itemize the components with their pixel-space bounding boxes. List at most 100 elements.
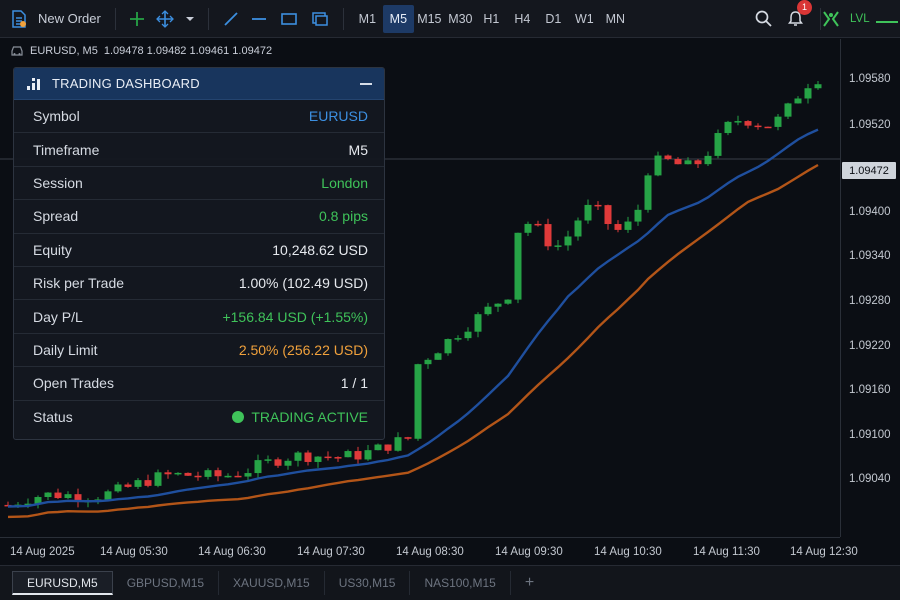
timeframe-button[interactable]: M1 (358, 11, 377, 26)
bear-candle (164, 472, 172, 475)
timeframe-button[interactable]: M15 (417, 11, 442, 26)
bull-candle (154, 472, 162, 486)
timeframe-button[interactable]: D1 (545, 11, 562, 26)
account-button[interactable]: LVL (822, 5, 898, 33)
timeframe-button[interactable]: MN (605, 11, 626, 26)
crosshair-add-icon[interactable] (124, 5, 150, 33)
bull-candle (514, 232, 522, 300)
bear-candle (144, 480, 152, 486)
chart-tab[interactable]: NAS100,M15 (410, 571, 511, 595)
minimize-icon[interactable] (360, 82, 372, 85)
chart-tab[interactable]: GBPUSD,M15 (113, 571, 220, 595)
status-value: TRADING ACTIVE (232, 409, 368, 425)
bull-candle (134, 480, 142, 487)
bull-candle (714, 133, 722, 156)
price-label: 1.09520 (849, 119, 891, 131)
panel-row-risk: Risk per Trade 1.00% (102.49 USD) (14, 267, 384, 301)
bear-candle (194, 475, 202, 478)
timeframe-button[interactable]: H4 (514, 11, 531, 26)
time-label: 14 Aug 05:30 (100, 546, 168, 558)
bull-candle (474, 314, 482, 332)
row-label: Day P/L (33, 308, 83, 325)
bar-chart-icon (27, 77, 40, 90)
rectangle-icon[interactable] (273, 5, 305, 33)
trading-dashboard-panel: TRADING DASHBOARD Symbol EURUSD Timefram… (13, 67, 385, 440)
price-label: 1.09400 (849, 206, 891, 218)
bull-candle (24, 503, 32, 506)
bear-candle (304, 452, 312, 462)
notifications-button[interactable]: 1 (784, 0, 812, 33)
row-label: Timeframe (33, 141, 100, 158)
panel-row-symbol: Symbol EURUSD (14, 100, 384, 134)
account-level-bar (875, 20, 898, 23)
timeframe-button[interactable]: W1 (574, 11, 594, 26)
row-label: Open Trades (33, 375, 114, 392)
bear-candle (694, 160, 702, 165)
chevron-down-icon[interactable] (180, 5, 200, 33)
timeframe-button[interactable]: M30 (448, 11, 473, 26)
bear-candle (404, 437, 412, 439)
time-label: 14 Aug 2025 (10, 546, 75, 558)
bear-candle (764, 126, 772, 129)
row-value: 1.00% (102.49 USD) (238, 275, 368, 292)
trendline-icon[interactable] (217, 5, 245, 33)
bull-candle (464, 331, 472, 339)
price-label: 1.09220 (849, 340, 891, 352)
panel-row-day-pl: Day P/L +156.84 USD (+1.55%) (14, 300, 384, 334)
horizontal-line-icon[interactable] (245, 5, 273, 33)
bull-candle (64, 494, 72, 499)
bull-candle (104, 491, 112, 500)
price-chart[interactable] (0, 39, 900, 565)
bull-candle (484, 306, 492, 315)
panel-header[interactable]: TRADING DASHBOARD (14, 68, 384, 100)
bull-candle (414, 364, 422, 439)
current-price-label: 1.09472 (842, 162, 896, 179)
bull-candle (254, 460, 262, 474)
bear-candle (124, 484, 132, 487)
bear-candle (754, 125, 762, 128)
timeframe-button[interactable]: H1 (483, 11, 500, 26)
bull-candle (794, 98, 802, 104)
price-label: 1.09100 (849, 429, 891, 441)
row-value: 1 / 1 (340, 375, 368, 392)
chart-tab-active[interactable]: EURUSD,M5 (12, 571, 113, 595)
row-label: Daily Limit (33, 341, 98, 358)
price-label: 1.09580 (849, 73, 891, 85)
bear-candle (384, 444, 392, 451)
time-label: 14 Aug 10:30 (594, 546, 662, 558)
symbol-timeframe-label: EURUSD, M5 (30, 45, 98, 57)
price-label: 1.09040 (849, 473, 891, 485)
search-icon[interactable] (752, 5, 774, 33)
bear-candle (614, 224, 622, 230)
bull-candle (574, 220, 582, 237)
time-label: 14 Aug 07:30 (297, 546, 365, 558)
bear-candle (234, 475, 242, 478)
add-tab-icon[interactable]: + (524, 574, 535, 591)
price-axis: 1.09580 1.09520 1.09400 1.09340 1.09280 … (840, 39, 900, 537)
bull-candle (624, 221, 632, 230)
row-value: 0.8 pips (318, 208, 368, 225)
crosshair-icon[interactable] (150, 5, 180, 33)
bull-candle (494, 303, 502, 307)
bull-candle (784, 103, 792, 117)
time-label: 14 Aug 12:30 (790, 546, 858, 558)
bull-candle (224, 475, 232, 478)
timeframe-button-active[interactable]: M5 (382, 4, 414, 33)
windows-icon[interactable] (305, 5, 335, 33)
ohlc-values: 1.09478 1.09482 1.09461 1.09472 (103, 45, 273, 57)
bear-candle (604, 205, 612, 225)
bull-candle (814, 84, 822, 89)
panel-row-spread: Spread 0.8 pips (14, 200, 384, 234)
timeframe-group: M1 M5 M15 M30 H1 H4 D1 W1 MN (352, 4, 631, 33)
new-order-button[interactable]: New Order (10, 5, 101, 33)
bear-candle (54, 492, 62, 499)
bull-candle (114, 484, 122, 492)
bear-candle (274, 459, 282, 466)
row-label: Spread (33, 208, 79, 225)
chart-tab[interactable]: XAUUSD,M15 (219, 571, 325, 595)
bear-candle (544, 224, 552, 247)
bear-candle (664, 155, 672, 160)
bull-candle (244, 473, 252, 477)
chart-tab[interactable]: US30,M15 (325, 571, 411, 595)
bear-candle (674, 159, 682, 165)
